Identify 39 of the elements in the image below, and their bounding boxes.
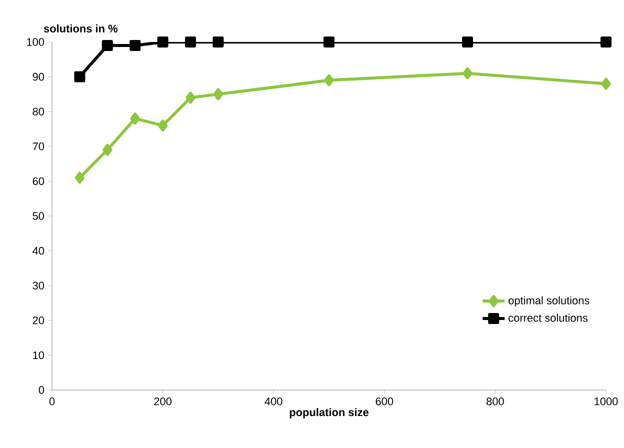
point [212, 36, 224, 48]
y-tick-label: 30 [32, 282, 44, 290]
point [600, 36, 612, 48]
x-tick-label: 800 [486, 398, 504, 406]
y-tick-label: 0 [38, 386, 44, 394]
point [462, 67, 472, 80]
point [213, 88, 224, 100]
point [74, 172, 85, 184]
x-tick-label: 1000 [594, 398, 618, 406]
point [158, 120, 168, 132]
x-tick-label: 400 [264, 398, 282, 406]
point [130, 112, 140, 125]
y-tick-label: 80 [32, 108, 44, 116]
point [102, 144, 112, 156]
point [324, 74, 334, 86]
y-tick-label: 90 [32, 72, 44, 81]
y-tick-label: 60 [32, 177, 44, 186]
point [102, 40, 113, 51]
point [74, 71, 86, 82]
point [186, 92, 196, 104]
y-tick-label: 10 [33, 351, 44, 360]
point [324, 36, 335, 48]
point [462, 36, 474, 48]
y-tick-label: 40 [32, 246, 44, 255]
point [185, 36, 196, 48]
y-tick-label: 20 [32, 316, 44, 324]
x-axis-title: population size [290, 408, 369, 418]
point [157, 36, 168, 48]
legend-label: optimal solutions [508, 296, 590, 307]
x-tick-label: 0 [49, 398, 55, 406]
y-axis-title: solutions in % [44, 24, 118, 32]
point [130, 40, 141, 51]
x-tick-label: 200 [154, 398, 172, 406]
point [601, 78, 611, 90]
y-tick-label: 50 [32, 212, 44, 220]
x-tick-label: 600 [376, 398, 394, 406]
legend-label: correct solutions [508, 314, 588, 322]
y-tick-label: 70 [32, 142, 44, 150]
y-tick-label: 100 [27, 38, 44, 46]
